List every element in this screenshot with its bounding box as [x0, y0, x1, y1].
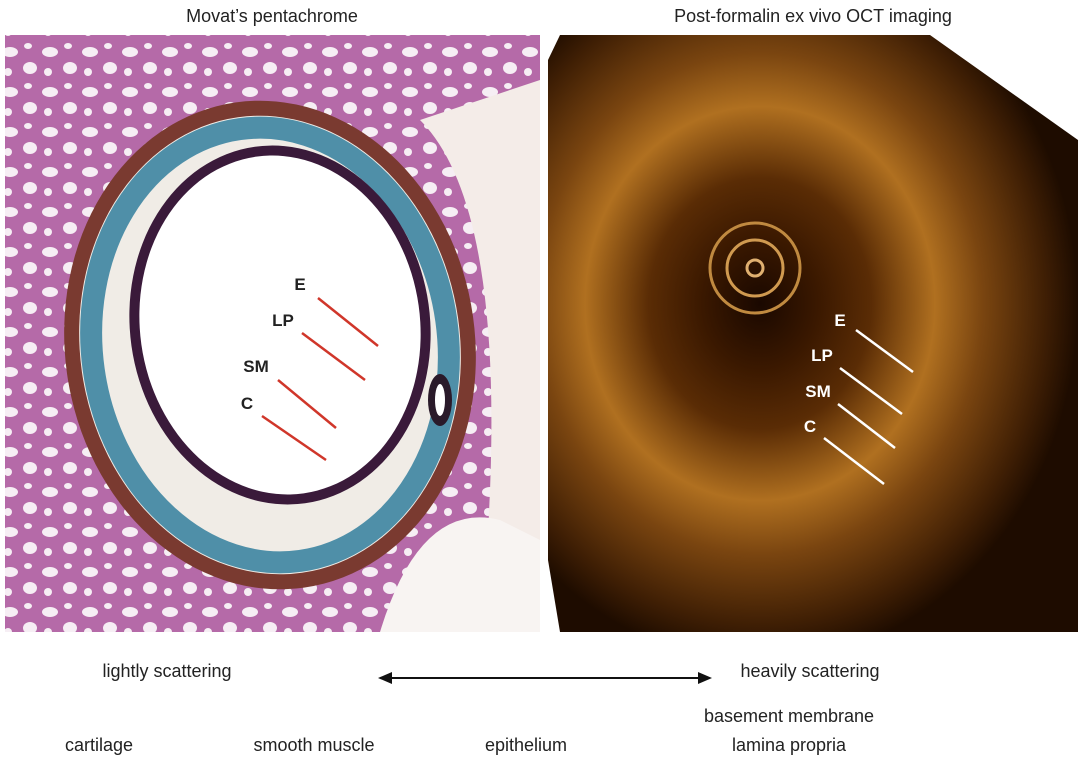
layer-label: C	[804, 417, 816, 436]
histology-image	[5, 35, 540, 632]
figure: Movat’s pentachrome Post-formalin ex viv…	[0, 0, 1080, 759]
layer-label: SM	[243, 357, 269, 376]
tissue-label: epithelium	[485, 735, 567, 755]
double-arrow	[378, 672, 712, 684]
tissue-label: lamina propria	[732, 735, 847, 755]
oct-image	[548, 35, 1078, 632]
panel-title: Post-formalin ex vivo OCT imaging	[674, 6, 952, 26]
scale-label: lightly scattering	[102, 661, 231, 681]
tissue-label: smooth muscle	[253, 735, 374, 755]
layer-label: C	[241, 394, 253, 413]
layer-label: LP	[811, 346, 833, 365]
layer-label: LP	[272, 311, 294, 330]
layer-label: E	[294, 275, 305, 294]
tissue-label: basement membrane	[704, 706, 874, 726]
layer-label: E	[834, 311, 845, 330]
scale-label: heavily scattering	[740, 661, 879, 681]
layer-label: SM	[805, 382, 831, 401]
panel-title: Movat’s pentachrome	[186, 6, 358, 26]
tissue-label: cartilage	[65, 735, 133, 755]
